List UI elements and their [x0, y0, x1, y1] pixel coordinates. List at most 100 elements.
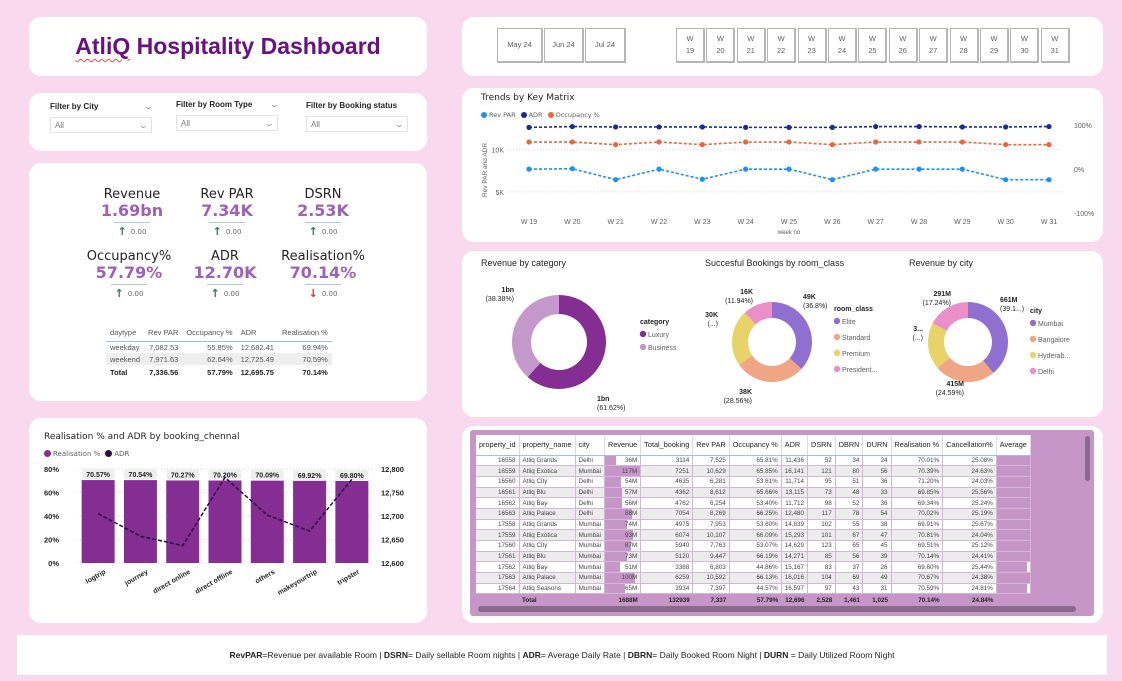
data-point[interactable] [786, 124, 792, 130]
filter-booking-status[interactable]: Filter by Booking status All ⌄ [306, 101, 408, 132]
data-point[interactable] [916, 123, 922, 130]
data-point[interactable] [656, 139, 662, 145]
data-point[interactable] [829, 177, 835, 183]
legend-label[interactable]: President... [842, 367, 877, 374]
filter-room-type-dropdown[interactable]: All ⌄ [176, 115, 278, 131]
filter-room-type[interactable]: Filter by Room Type ⌄ All ⌄ [176, 100, 281, 131]
column-header[interactable]: daytype [106, 325, 145, 342]
donut-slice-president[interactable] [744, 302, 772, 325]
donut-slice-business[interactable] [512, 295, 559, 378]
bar-logtrip[interactable] [81, 480, 115, 563]
week-slicer-button[interactable]: W 19 [676, 28, 705, 63]
table-row[interactable]: 16563 Atliq Palace Delhi 88M 7054 8,269 66.25%… [476, 508, 1031, 520]
column-header[interactable]: DSRN [807, 435, 836, 456]
data-point[interactable] [959, 139, 965, 145]
table-row[interactable]: 17564 Atliq Seasons Mumbai 65M 3934 7,397 44.5… [476, 583, 1031, 595]
legend-item-occupancy[interactable]: Occupancy % [547, 111, 600, 119]
week-slicer-button[interactable]: W 21 [736, 28, 766, 63]
data-point[interactable] [526, 124, 532, 130]
data-point[interactable] [699, 176, 705, 182]
legend-item-adr[interactable]: ADR [520, 111, 543, 119]
data-point[interactable] [959, 166, 965, 172]
week-slicer-button[interactable]: W 27 [919, 28, 949, 63]
donut-slice-premium[interactable] [732, 312, 756, 365]
legend-label[interactable]: Premium [842, 351, 870, 358]
week-slicer-button[interactable]: W 26 [888, 28, 918, 63]
data-point[interactable] [526, 139, 532, 145]
horizontal-scrollbar[interactable] [478, 606, 1076, 612]
data-point[interactable] [613, 142, 619, 148]
legend-label[interactable]: Delhi [1038, 369, 1054, 376]
data-point[interactable] [873, 139, 879, 145]
donut-slice-bangalore[interactable] [937, 357, 994, 382]
column-header[interactable]: Rev PAR [144, 325, 183, 342]
legend-item-adr[interactable]: ADR [105, 450, 129, 458]
bar-direct-offline[interactable] [208, 480, 242, 563]
table-row[interactable]: 16562 Atliq Bay Delhi 56M 4762 6,254 53.40% 11,… [476, 497, 1031, 509]
data-point[interactable] [743, 124, 749, 130]
legend-item-revpar[interactable]: Rev PAR [481, 111, 516, 119]
donut-slice-hyderab[interactable] [928, 323, 950, 369]
column-header[interactable]: Occupancy % [729, 435, 782, 456]
week-slicer-button[interactable]: W 28 [949, 28, 979, 63]
week-slicer-button[interactable]: W 25 [858, 28, 888, 63]
data-point[interactable] [569, 139, 575, 145]
donut-slice-mumbai[interactable] [968, 302, 1008, 373]
chevron-down-icon[interactable]: ⌄ [269, 100, 281, 109]
month-slicer-button[interactable]: Jul 24 [585, 28, 626, 63]
data-point[interactable] [656, 124, 662, 130]
data-point[interactable] [613, 177, 619, 183]
data-point[interactable] [959, 124, 965, 130]
column-header[interactable]: Rev PAR [692, 435, 730, 456]
column-header[interactable]: Average [996, 435, 1031, 456]
data-point[interactable] [786, 139, 792, 145]
column-header[interactable]: ADR [781, 435, 809, 456]
column-header[interactable]: DBRN [835, 435, 864, 456]
table-row[interactable]: 16561 Atliq Blu Delhi 57M 4362 8,612 65.66% 13,… [476, 487, 1031, 499]
donut-slice-standard[interactable] [739, 355, 802, 383]
data-point[interactable] [1046, 177, 1052, 183]
data-point[interactable] [1003, 142, 1009, 148]
column-header[interactable]: Cancellation% [942, 435, 997, 456]
week-slicer-button[interactable]: W 20 [706, 28, 736, 63]
data-point[interactable] [526, 166, 532, 172]
week-slicer-button[interactable]: W 31 [1040, 28, 1070, 63]
table-row[interactable]: 17558 Atliq Grands Mumbai 74M 4975 7,953 53.60… [476, 519, 1031, 531]
vertical-scrollbar[interactable] [1085, 436, 1090, 481]
column-header[interactable]: Revenue [604, 435, 642, 456]
filter-city-dropdown[interactable]: All ⌄ [50, 117, 152, 133]
data-point[interactable] [916, 166, 922, 172]
week-slicer-button[interactable]: W 23 [797, 28, 827, 63]
legend-label[interactable]: Standard [842, 335, 871, 342]
legend-label[interactable]: Hyderab... [1038, 353, 1070, 360]
data-point[interactable] [699, 124, 705, 130]
data-point[interactable] [569, 166, 575, 172]
legend-label[interactable]: Mumbai [1038, 321, 1063, 328]
legend-label[interactable]: Business [648, 345, 677, 352]
data-point[interactable] [1046, 142, 1052, 148]
week-slicer-button[interactable]: W 24 [828, 28, 857, 63]
legend-label[interactable]: Bangalore [1038, 337, 1070, 344]
week-slicer-button[interactable]: W 30 [1010, 28, 1040, 63]
month-slicer-button[interactable]: May 24 [497, 28, 543, 63]
table-row[interactable]: 17559 Atliq Exotica Mumbai 93M 6074 10,107 66.… [476, 529, 1031, 541]
week-slicer-button[interactable]: W 22 [767, 28, 797, 63]
donut-slice-delhi[interactable] [932, 302, 968, 331]
data-point[interactable] [1003, 177, 1009, 183]
data-point[interactable] [829, 124, 835, 130]
data-point[interactable] [743, 166, 749, 172]
donut-slice-luxury[interactable] [527, 295, 606, 389]
data-point[interactable] [916, 139, 922, 145]
data-point[interactable] [613, 124, 619, 130]
bar-tripster[interactable] [335, 480, 369, 563]
table-row[interactable]: 17563 Atliq Palace Mumbai 100M 6259 10,592 66.… [476, 572, 1031, 584]
table-row[interactable]: 17561 Atliq Blu Mumbai 73M 5120 9,447 66.19% 14… [476, 551, 1031, 563]
column-header[interactable]: ADR [236, 325, 278, 342]
filter-city[interactable]: Filter by City ⌄ All ⌄ [50, 102, 154, 133]
data-point[interactable] [873, 166, 879, 172]
table-row[interactable]: 17560 Atliq City Mumbai 87M 5940 7,763 53.07% 1… [476, 540, 1031, 552]
legend-label[interactable]: Luxury [648, 332, 670, 339]
column-header[interactable]: Occupancy % [182, 325, 237, 342]
table-row[interactable]: 16558 Atliq Grands Delhi 36M 3114 7,525 65.81%… [476, 455, 1031, 467]
data-point[interactable] [656, 166, 662, 172]
